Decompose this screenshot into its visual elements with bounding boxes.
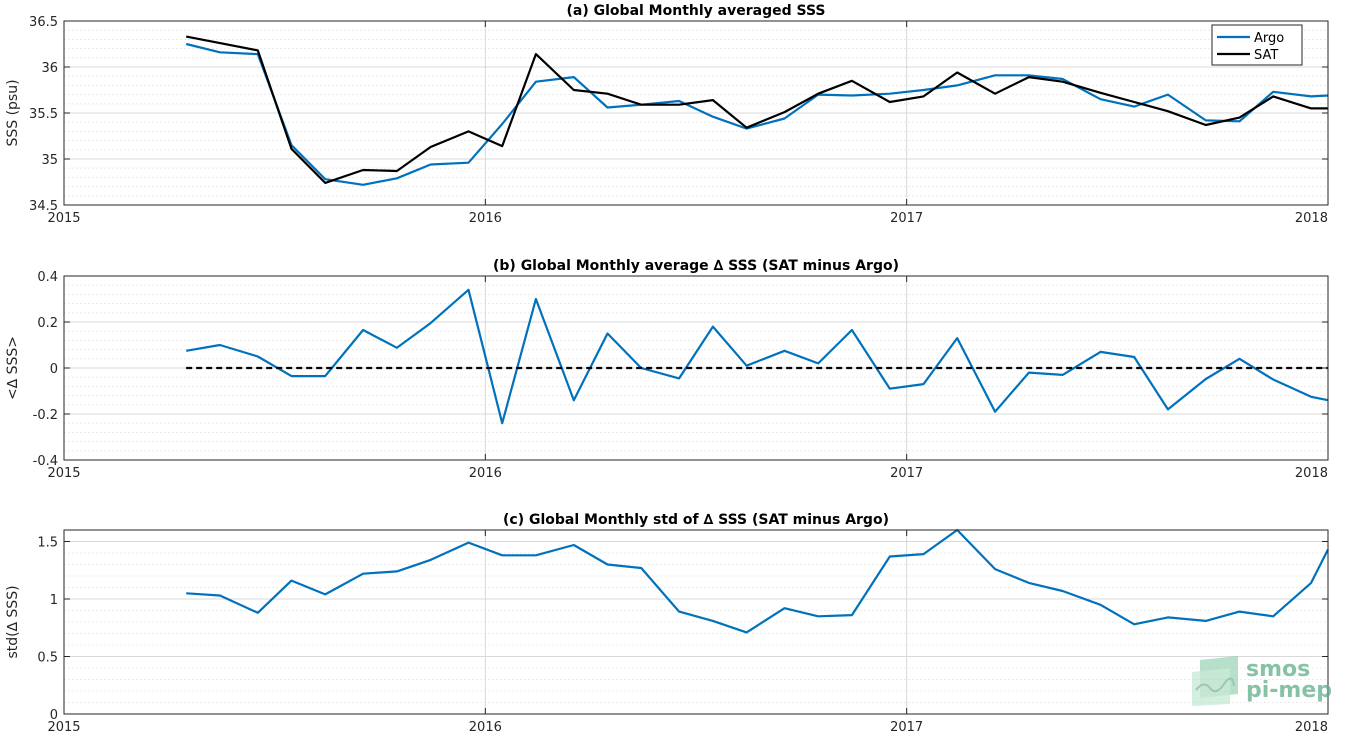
x-tick-label: 2015 bbox=[47, 720, 80, 735]
x-tick-label: 2015 bbox=[47, 466, 80, 481]
chart-title: (a) Global Monthly averaged SSS bbox=[567, 3, 826, 19]
x-tick-label: 2018 bbox=[1295, 466, 1328, 481]
y-tick-label: 0 bbox=[50, 362, 58, 377]
y-tick-label: 0.4 bbox=[37, 270, 58, 285]
y-axis-label: std(∆ SSS) bbox=[5, 585, 21, 658]
y-tick-label: 0 bbox=[50, 708, 58, 723]
y-tick-label: 34.5 bbox=[29, 199, 58, 214]
legend-box bbox=[1211, 24, 1303, 66]
axes-frame bbox=[63, 529, 1329, 715]
series-line-sat bbox=[185, 35, 1328, 184]
chart-panel-1: 34.5 35 35.5 36 36.5 2015 2016 2017 2018 (a) Glob… bbox=[5, 3, 1329, 226]
x-tick-label: 2017 bbox=[890, 720, 923, 735]
y-tick-label: 36 bbox=[41, 61, 58, 76]
chart-panel-2: -0.4 -0.2 0 0.2 0.4 2015 2016 2017 2018 (b) Globa… bbox=[5, 258, 1329, 481]
smos-pi-mep-logo: smos pi-mep bbox=[1192, 656, 1332, 706]
logo-line2: pi-mep bbox=[1246, 678, 1332, 703]
logo-mark-icon bbox=[1192, 656, 1238, 706]
x-tick-label: 2016 bbox=[469, 466, 502, 481]
logo-line1: smos bbox=[1246, 657, 1310, 682]
x-tick-label: 2016 bbox=[469, 720, 502, 735]
x-tick-label: 2015 bbox=[47, 211, 80, 226]
y-tick-label: 0.5 bbox=[37, 651, 58, 666]
chart-title: (b) Global Monthly average ∆ SSS (SAT mi… bbox=[493, 258, 899, 274]
chart-panel-3: 0 0.5 1 1.5 2015 2016 2017 2018 (c) Global Month… bbox=[5, 512, 1329, 735]
series-line-delta-sss bbox=[186, 528, 1329, 634]
y-tick-label: -0.2 bbox=[33, 408, 58, 423]
x-tick-label: 2017 bbox=[890, 466, 923, 481]
legend: Argo SAT bbox=[1211, 24, 1303, 66]
y-tick-label: 0.2 bbox=[37, 316, 58, 331]
series-line-argo bbox=[185, 42, 1329, 186]
y-tick-label: 1 bbox=[50, 593, 58, 608]
x-tick-label: 2018 bbox=[1295, 211, 1328, 226]
legend-label-argo: Argo bbox=[1254, 31, 1284, 46]
x-tick-label: 2017 bbox=[890, 211, 923, 226]
y-tick-label: 35 bbox=[41, 153, 58, 168]
chart-title: (c) Global Monthly std of ∆ SSS (SAT min… bbox=[503, 512, 889, 528]
y-tick-label: 35.5 bbox=[29, 107, 58, 122]
x-tick-label: 2016 bbox=[469, 211, 502, 226]
y-axis-label: SSS (psu) bbox=[5, 79, 21, 146]
y-tick-label: -0.4 bbox=[33, 454, 58, 469]
y-tick-label: 1.5 bbox=[37, 536, 58, 551]
y-axis-label: <∆ SSS> bbox=[5, 336, 21, 400]
x-tick-label: 2018 bbox=[1295, 720, 1328, 735]
y-tick-label: 36.5 bbox=[29, 15, 58, 30]
series-line-delta-sss bbox=[186, 288, 1329, 425]
legend-label-sat: SAT bbox=[1254, 48, 1278, 63]
